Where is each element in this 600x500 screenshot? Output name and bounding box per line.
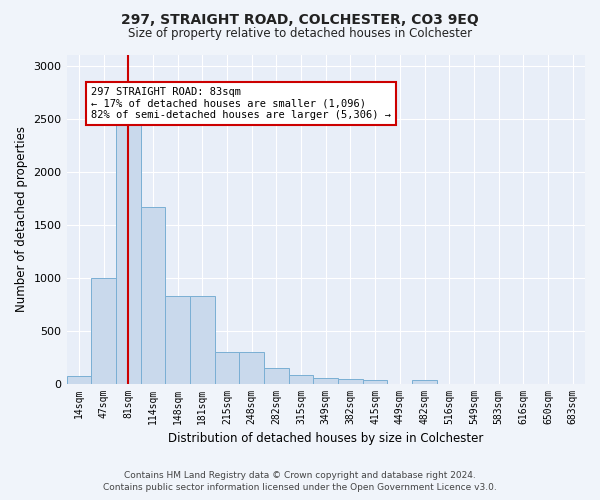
Bar: [140, 206, 165, 384]
X-axis label: Distribution of detached houses by size in Colchester: Distribution of detached houses by size …: [168, 432, 484, 445]
Text: Contains HM Land Registry data © Crown copyright and database right 2024.
Contai: Contains HM Land Registry data © Crown c…: [103, 471, 497, 492]
Bar: [215, 352, 239, 384]
Bar: [165, 296, 190, 384]
Text: 297 STRAIGHT ROAD: 83sqm
← 17% of detached houses are smaller (1,096)
82% of sem: 297 STRAIGHT ROAD: 83sqm ← 17% of detach…: [91, 87, 391, 120]
Bar: [412, 380, 437, 384]
Bar: [67, 376, 91, 384]
Bar: [264, 368, 289, 384]
Bar: [116, 120, 140, 384]
Text: 297, STRAIGHT ROAD, COLCHESTER, CO3 9EQ: 297, STRAIGHT ROAD, COLCHESTER, CO3 9EQ: [121, 12, 479, 26]
Text: Size of property relative to detached houses in Colchester: Size of property relative to detached ho…: [128, 28, 472, 40]
Bar: [313, 378, 338, 384]
Bar: [363, 380, 388, 384]
Bar: [289, 375, 313, 384]
Bar: [239, 352, 264, 384]
Y-axis label: Number of detached properties: Number of detached properties: [15, 126, 28, 312]
Bar: [91, 278, 116, 384]
Bar: [190, 296, 215, 384]
Bar: [338, 379, 363, 384]
